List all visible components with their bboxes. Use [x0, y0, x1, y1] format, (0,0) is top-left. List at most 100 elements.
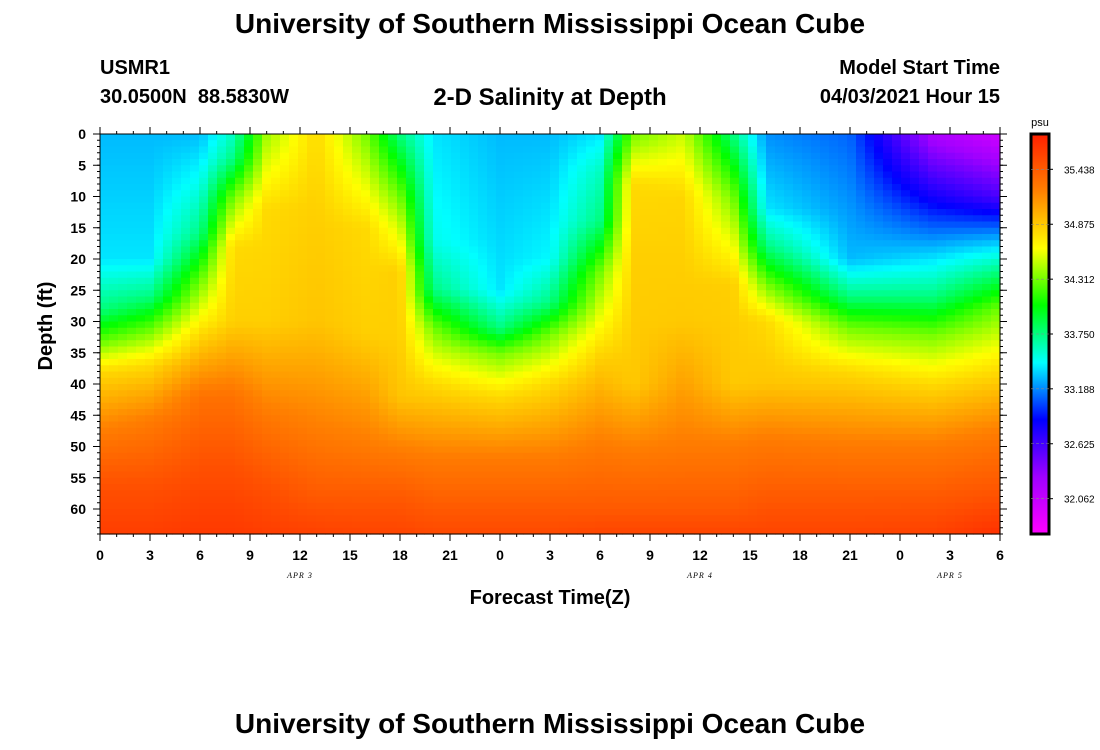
heatmap-cell: [433, 521, 443, 529]
heatmap-cell: [253, 196, 263, 204]
heatmap-cell: [316, 221, 326, 229]
heatmap-cell: [397, 146, 407, 154]
heatmap-cell: [667, 371, 677, 379]
heatmap-cell: [298, 296, 308, 304]
heatmap-cell: [766, 315, 776, 323]
heatmap-cell: [388, 452, 398, 460]
heatmap-cell: [703, 334, 713, 341]
heatmap-cell: [316, 271, 326, 279]
heatmap-cell: [478, 284, 488, 291]
heatmap-cell: [325, 434, 335, 441]
heatmap-cell: [244, 134, 254, 141]
heatmap-cell: [388, 334, 398, 341]
heatmap-cell: [514, 134, 524, 141]
heatmap-cell: [118, 284, 128, 291]
heatmap-cell: [136, 440, 146, 448]
heatmap-cell: [343, 265, 353, 273]
heatmap-cell: [496, 396, 506, 404]
heatmap-cell: [325, 302, 335, 310]
heatmap-cell: [730, 227, 740, 235]
heatmap-cell: [199, 346, 209, 354]
heatmap-cell: [172, 384, 182, 391]
heatmap-cell: [208, 296, 218, 304]
heatmap-cell: [523, 452, 533, 460]
heatmap-cell: [730, 240, 740, 248]
heatmap-cell: [181, 215, 191, 223]
heatmap-cell: [190, 490, 200, 498]
heatmap-cell: [100, 171, 110, 179]
heatmap-cell: [289, 521, 299, 529]
heatmap-cell: [154, 490, 164, 498]
heatmap-cell: [253, 190, 263, 198]
heatmap-cell: [145, 371, 155, 379]
heatmap-cell: [487, 377, 497, 385]
heatmap-cell: [649, 384, 659, 391]
heatmap-cell: [280, 377, 290, 385]
heatmap-cell: [154, 290, 164, 298]
heatmap-cell: [433, 477, 443, 485]
heatmap-cell: [640, 215, 650, 223]
heatmap-cell: [244, 177, 254, 185]
heatmap-cell: [325, 471, 335, 479]
heatmap-cell: [586, 146, 596, 154]
heatmap-cell: [451, 327, 461, 335]
heatmap-cell: [568, 334, 578, 341]
heatmap-cell: [523, 402, 533, 410]
heatmap-cell: [622, 177, 632, 185]
heatmap-cell: [316, 265, 326, 273]
heatmap-cell: [550, 202, 560, 210]
heatmap-cell: [181, 365, 191, 373]
heatmap-cell: [523, 234, 533, 241]
heatmap-cell: [388, 371, 398, 379]
heatmap-cell: [613, 359, 623, 366]
heatmap-cell: [433, 384, 443, 391]
heatmap-cell: [442, 484, 452, 491]
heatmap-cell: [208, 477, 218, 485]
heatmap-cell: [712, 484, 722, 491]
heatmap-cell: [685, 384, 695, 391]
heatmap-cell: [370, 521, 380, 529]
heatmap-cell: [532, 215, 542, 223]
heatmap-cell: [541, 234, 551, 241]
heatmap-cell: [712, 184, 722, 191]
heatmap-cell: [595, 490, 605, 498]
heatmap-cell: [343, 221, 353, 229]
heatmap-cell: [433, 290, 443, 298]
heatmap-cell: [415, 246, 425, 254]
heatmap-cell: [667, 502, 677, 510]
heatmap-cell: [568, 396, 578, 404]
heatmap-cell: [118, 471, 128, 479]
heatmap-cell: [352, 209, 362, 216]
heatmap-cell: [181, 402, 191, 410]
heatmap-cell: [757, 446, 767, 454]
heatmap-cell: [460, 296, 470, 304]
heatmap-cell: [469, 259, 479, 266]
heatmap-cell: [379, 521, 389, 529]
heatmap-cell: [361, 396, 371, 404]
heatmap-cell: [478, 502, 488, 510]
heatmap-cell: [712, 309, 722, 316]
heatmap-cell: [271, 234, 281, 241]
heatmap-cell: [127, 246, 137, 254]
heatmap-cell: [325, 402, 335, 410]
heatmap-cell: [433, 415, 443, 423]
heatmap-cell: [145, 215, 155, 223]
heatmap-cell: [163, 265, 173, 273]
heatmap-cell: [712, 202, 722, 210]
heatmap-cell: [766, 490, 776, 498]
heatmap-cell: [226, 290, 236, 298]
heatmap-cell: [307, 515, 317, 523]
heatmap-cell: [514, 140, 524, 148]
heatmap-cell: [334, 271, 344, 279]
heatmap-cell: [631, 352, 641, 360]
heatmap-cell: [469, 265, 479, 273]
heatmap-cell: [640, 334, 650, 341]
heatmap-cell: [136, 227, 146, 235]
heatmap-cell: [658, 146, 668, 154]
heatmap-cell: [613, 515, 623, 523]
heatmap-cell: [712, 415, 722, 423]
heatmap-cell: [721, 177, 731, 185]
heatmap-cell: [667, 190, 677, 198]
heatmap-cell: [784, 409, 794, 416]
heatmap-cell: [424, 465, 434, 473]
